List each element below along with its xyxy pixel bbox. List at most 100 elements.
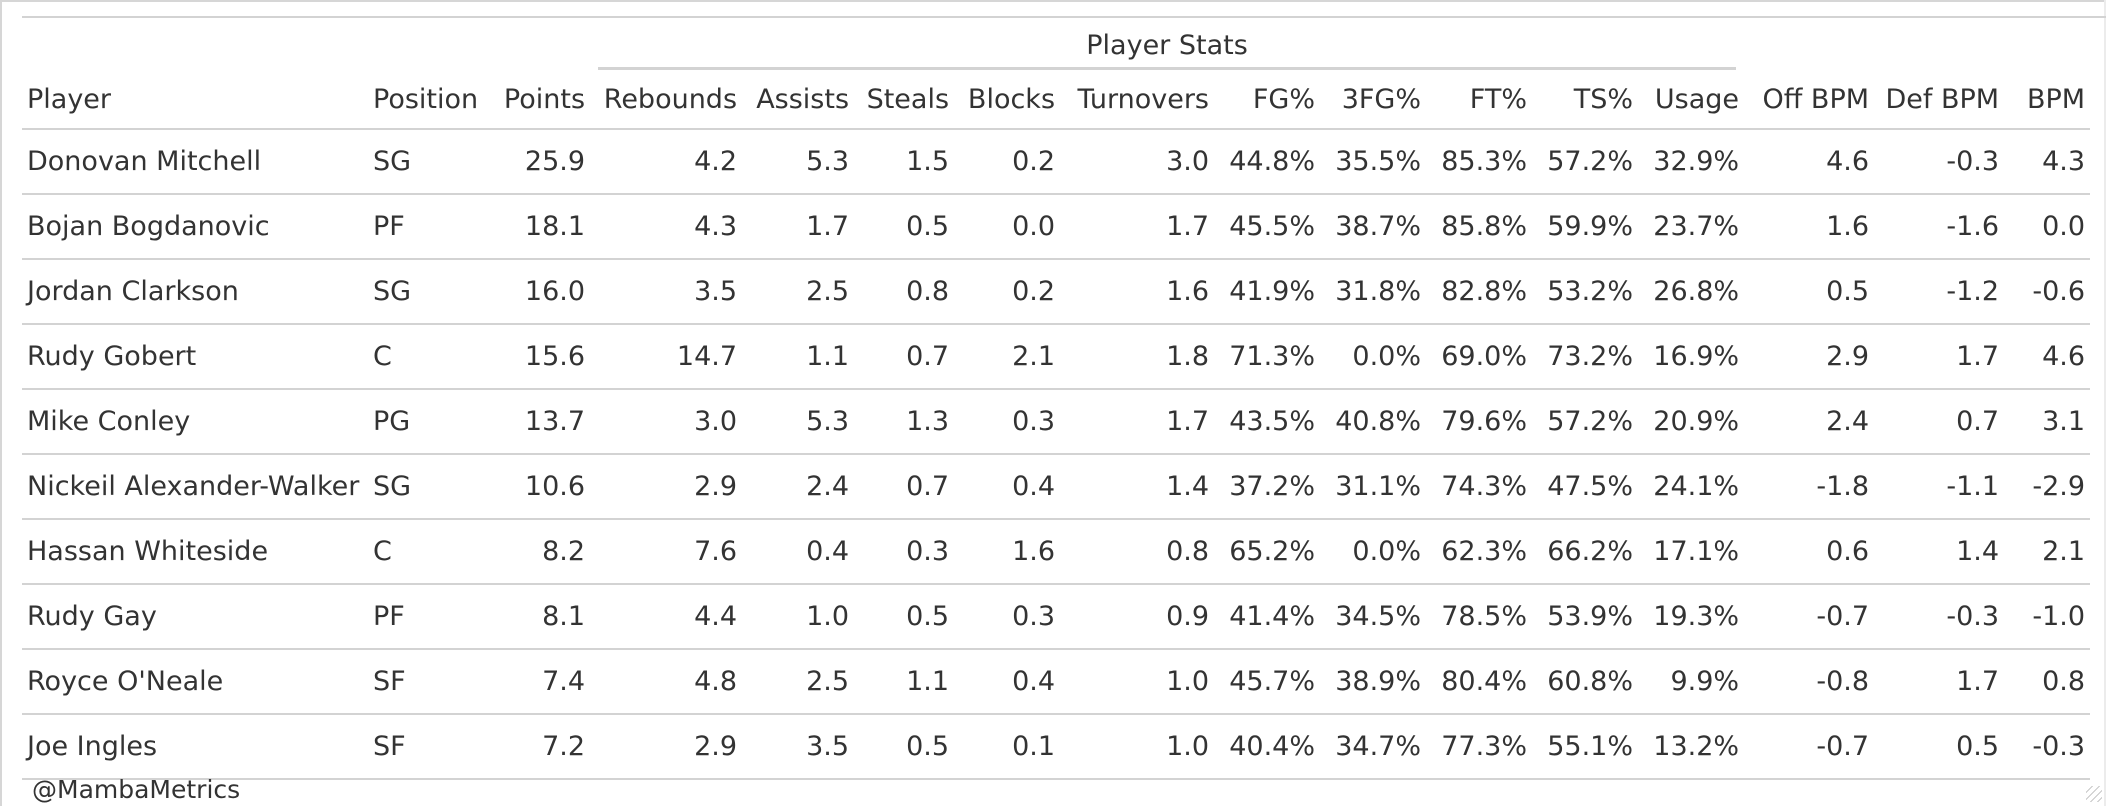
cell-blocks: 0.2: [954, 259, 1061, 325]
table-row: Bojan Bogdanovic PF 18.1 4.3 1.7 0.5 0.0 1.7 45.…: [22, 194, 2091, 260]
cell-rebounds: 3.0: [590, 389, 743, 455]
cell-bpm: -2.9: [2004, 454, 2091, 520]
cell-dbpm: 0.5: [1874, 714, 2005, 780]
cell-fg3: 34.5%: [1320, 584, 1427, 650]
cell-fg3: 40.8%: [1320, 389, 1427, 455]
cell-steals: 0.7: [854, 454, 955, 520]
cell-ft: 80.4%: [1426, 649, 1533, 715]
cell-fg3: 0.0%: [1320, 519, 1427, 585]
cell-rebounds: 4.2: [590, 129, 743, 195]
cell-dbpm: 1.4: [1874, 519, 2005, 585]
cell-steals: 0.3: [854, 519, 955, 585]
cell-points: 7.2: [490, 714, 591, 780]
cell-ft: 62.3%: [1426, 519, 1533, 585]
cell-ts: 53.9%: [1532, 584, 1639, 650]
cell-usage: 17.1%: [1638, 519, 1745, 585]
cell-position: PF: [368, 584, 490, 650]
cell-ft: 69.0%: [1426, 324, 1533, 390]
cell-assists: 1.7: [742, 194, 855, 260]
cell-bpm: 4.6: [2004, 324, 2091, 390]
cell-assists: 5.3: [742, 389, 855, 455]
cell-fg: 65.2%: [1214, 519, 1321, 585]
cell-player: Jordan Clarkson: [22, 259, 368, 325]
cell-turnovers: 1.4: [1060, 454, 1215, 520]
column-header-player: Player: [22, 70, 368, 130]
cell-fg: 44.8%: [1214, 129, 1321, 195]
cell-dbpm: 1.7: [1874, 324, 2005, 390]
cell-position: SG: [368, 129, 490, 195]
table-row: Rudy Gobert C 15.6 14.7 1.1 0.7 2.1 1.8 71.3% 0.0…: [22, 324, 2091, 390]
cell-turnovers: 1.7: [1060, 389, 1215, 455]
cell-dbpm: -0.3: [1874, 129, 2005, 195]
cell-dbpm: -0.3: [1874, 584, 2005, 650]
cell-blocks: 2.1: [954, 324, 1061, 390]
cell-blocks: 0.3: [954, 584, 1061, 650]
cell-usage: 13.2%: [1638, 714, 1745, 780]
cell-usage: 19.3%: [1638, 584, 1745, 650]
cell-points: 16.0: [490, 259, 591, 325]
cell-position: PF: [368, 194, 490, 260]
cell-dbpm: -1.2: [1874, 259, 2005, 325]
cell-assists: 1.0: [742, 584, 855, 650]
cell-steals: 1.3: [854, 389, 955, 455]
cell-fg: 40.4%: [1214, 714, 1321, 780]
cell-player: Rudy Gobert: [22, 324, 368, 390]
cell-bpm: 2.1: [2004, 519, 2091, 585]
resize-grip-icon[interactable]: [2086, 786, 2102, 802]
cell-player: Rudy Gay: [22, 584, 368, 650]
cell-position: C: [368, 324, 490, 390]
cell-turnovers: 1.0: [1060, 714, 1215, 780]
cell-rebounds: 14.7: [590, 324, 743, 390]
cell-points: 7.4: [490, 649, 591, 715]
cell-bpm: 0.8: [2004, 649, 2091, 715]
table-row: Joe Ingles SF 7.2 2.9 3.5 0.5 0.1 1.0 40.4% 34.7%…: [22, 714, 2091, 780]
cell-turnovers: 1.6: [1060, 259, 1215, 325]
column-header-position: Position: [368, 70, 490, 130]
cell-blocks: 0.2: [954, 129, 1061, 195]
cell-turnovers: 1.8: [1060, 324, 1215, 390]
top-rule: [22, 16, 2106, 18]
source-note: @MambaMetrics: [32, 775, 241, 804]
cell-rebounds: 3.5: [590, 259, 743, 325]
cell-dbpm: -1.6: [1874, 194, 2005, 260]
cell-blocks: 1.6: [954, 519, 1061, 585]
cell-bpm: 0.0: [2004, 194, 2091, 260]
cell-steals: 0.5: [854, 194, 955, 260]
cell-usage: 16.9%: [1638, 324, 1745, 390]
cell-ts: 47.5%: [1532, 454, 1639, 520]
cell-blocks: 0.4: [954, 454, 1061, 520]
cell-points: 15.6: [490, 324, 591, 390]
column-header-row: Player Position Points Rebounds Assists Steal…: [22, 70, 2091, 130]
cell-rebounds: 4.4: [590, 584, 743, 650]
cell-ts: 73.2%: [1532, 324, 1639, 390]
cell-obpm: 2.9: [1744, 324, 1875, 390]
cell-obpm: 0.6: [1744, 519, 1875, 585]
cell-assists: 2.5: [742, 259, 855, 325]
cell-fg3: 38.9%: [1320, 649, 1427, 715]
cell-dbpm: -1.1: [1874, 454, 2005, 520]
cell-bpm: -1.0: [2004, 584, 2091, 650]
cell-obpm: 4.6: [1744, 129, 1875, 195]
cell-fg3: 0.0%: [1320, 324, 1427, 390]
cell-player: Joe Ingles: [22, 714, 368, 780]
cell-assists: 2.5: [742, 649, 855, 715]
cell-usage: 24.1%: [1638, 454, 1745, 520]
cell-ft: 85.3%: [1426, 129, 1533, 195]
cell-blocks: 0.3: [954, 389, 1061, 455]
cell-usage: 9.9%: [1638, 649, 1745, 715]
cell-obpm: -0.7: [1744, 714, 1875, 780]
cell-player: Nickeil Alexander-Walker: [22, 454, 368, 520]
cell-steals: 0.5: [854, 714, 955, 780]
column-header-fg: FG%: [1214, 70, 1321, 130]
cell-assists: 0.4: [742, 519, 855, 585]
cell-ft: 82.8%: [1426, 259, 1533, 325]
cell-player: Royce O'Neale: [22, 649, 368, 715]
cell-turnovers: 1.7: [1060, 194, 1215, 260]
cell-obpm: -0.7: [1744, 584, 1875, 650]
cell-usage: 20.9%: [1638, 389, 1745, 455]
cell-obpm: 1.6: [1744, 194, 1875, 260]
cell-blocks: 0.4: [954, 649, 1061, 715]
cell-bpm: 4.3: [2004, 129, 2091, 195]
cell-fg: 45.5%: [1214, 194, 1321, 260]
